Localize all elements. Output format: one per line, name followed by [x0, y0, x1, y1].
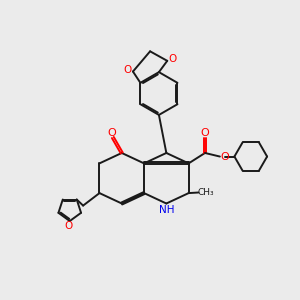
Text: O: O [65, 221, 73, 231]
Text: CH₃: CH₃ [197, 188, 214, 197]
Text: O: O [107, 128, 116, 138]
Text: NH: NH [159, 205, 175, 215]
Text: O: O [168, 54, 176, 64]
Text: O: O [220, 152, 229, 161]
Text: O: O [124, 65, 132, 75]
Text: O: O [201, 128, 209, 138]
